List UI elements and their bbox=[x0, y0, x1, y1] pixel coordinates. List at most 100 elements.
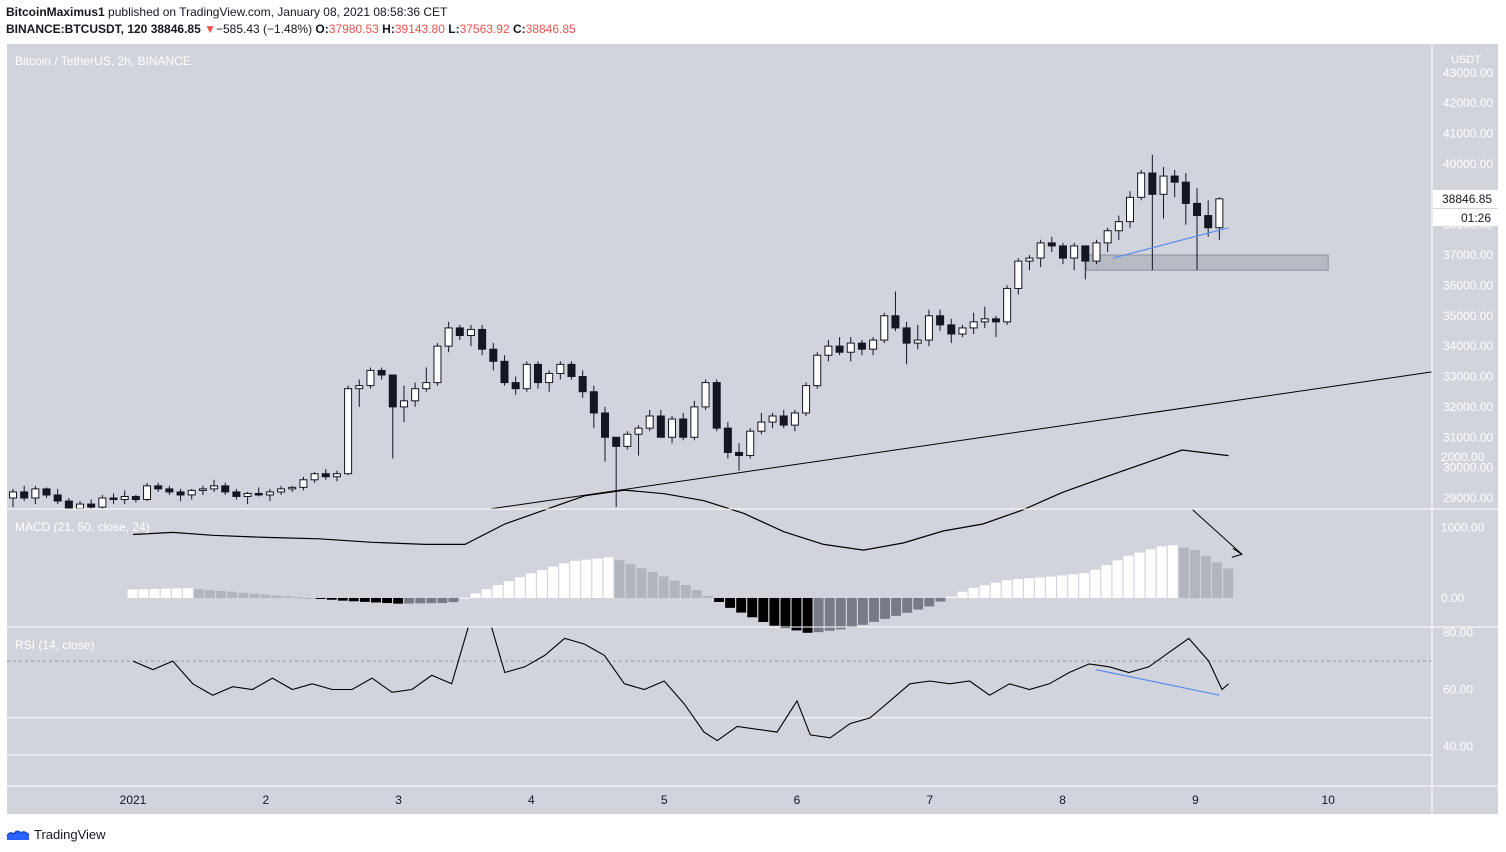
bearish-candle[interactable] bbox=[1047, 236, 1056, 253]
bearish-candle[interactable] bbox=[321, 469, 330, 480]
bearish-candle[interactable] bbox=[20, 485, 29, 502]
bearish-candle[interactable] bbox=[1148, 154, 1157, 271]
bullish-candle[interactable] bbox=[701, 379, 710, 410]
bearish-candle[interactable] bbox=[42, 487, 51, 498]
bullish-candle[interactable] bbox=[411, 382, 420, 407]
rsi-pane[interactable] bbox=[7, 604, 1432, 756]
bearish-candle[interactable] bbox=[53, 488, 62, 505]
bearish-candle[interactable] bbox=[388, 374, 397, 459]
tradingview-brand[interactable]: TradingView bbox=[6, 825, 106, 843]
bullish-candle[interactable] bbox=[422, 367, 431, 392]
bearish-candle[interactable] bbox=[902, 321, 911, 365]
bearish-candle[interactable] bbox=[533, 361, 542, 389]
bearish-candle[interactable] bbox=[712, 379, 721, 432]
price-plot[interactable] bbox=[9, 154, 1506, 513]
bullish-candle[interactable] bbox=[623, 431, 632, 450]
bullish-candle[interactable] bbox=[243, 491, 252, 505]
bullish-candle[interactable] bbox=[757, 412, 766, 435]
bullish-candle[interactable] bbox=[1215, 197, 1224, 240]
bearish-candle[interactable] bbox=[87, 499, 96, 511]
price-divergence-line[interactable] bbox=[1112, 227, 1229, 259]
bullish-candle[interactable] bbox=[1137, 170, 1146, 201]
bearish-candle[interactable] bbox=[578, 370, 587, 398]
bullish-candle[interactable] bbox=[768, 412, 777, 429]
bearish-candle[interactable] bbox=[779, 409, 788, 429]
bearish-candle[interactable] bbox=[221, 482, 230, 495]
bearish-candle[interactable] bbox=[679, 412, 688, 441]
bearish-candle[interactable] bbox=[1204, 200, 1213, 237]
macd-pane[interactable] bbox=[127, 449, 1244, 633]
bullish-candle[interactable] bbox=[1103, 227, 1112, 253]
bullish-candle[interactable] bbox=[690, 400, 699, 441]
bullish-candle[interactable] bbox=[1025, 255, 1034, 271]
bullish-candle[interactable] bbox=[265, 488, 274, 502]
bullish-candle[interactable] bbox=[9, 488, 17, 508]
bearish-candle[interactable] bbox=[1193, 188, 1202, 271]
bullish-candle[interactable] bbox=[869, 337, 878, 356]
bearish-candle[interactable] bbox=[511, 376, 520, 395]
bullish-candle[interactable] bbox=[355, 379, 364, 407]
bullish-candle[interactable] bbox=[1092, 239, 1101, 265]
bullish-candle[interactable] bbox=[1036, 239, 1045, 268]
bearish-candle[interactable] bbox=[478, 324, 487, 356]
bearish-candle[interactable] bbox=[1081, 245, 1090, 280]
bullish-candle[interactable] bbox=[98, 494, 107, 510]
bullish-candle[interactable] bbox=[143, 482, 152, 502]
bullish-candle[interactable] bbox=[522, 361, 531, 392]
bullish-candle[interactable] bbox=[980, 306, 989, 328]
bullish-candle[interactable] bbox=[1070, 242, 1079, 271]
bearish-candle[interactable] bbox=[656, 409, 665, 438]
bullish-candle[interactable] bbox=[556, 361, 565, 380]
bullish-candle[interactable] bbox=[344, 385, 353, 476]
bearish-candle[interactable] bbox=[154, 482, 163, 492]
bullish-candle[interactable] bbox=[1126, 191, 1134, 228]
bullish-candle[interactable] bbox=[824, 340, 833, 362]
bearish-candle[interactable] bbox=[1170, 170, 1179, 198]
bullish-candle[interactable] bbox=[645, 409, 654, 432]
bullish-candle[interactable] bbox=[545, 370, 554, 392]
macd-line[interactable] bbox=[132, 449, 1229, 551]
bullish-candle[interactable] bbox=[366, 367, 375, 389]
bearish-candle[interactable] bbox=[723, 422, 732, 459]
bullish-candle[interactable] bbox=[1114, 215, 1123, 240]
bullish-candle[interactable] bbox=[802, 382, 811, 417]
bullish-candle[interactable] bbox=[746, 428, 755, 459]
bearish-candle[interactable] bbox=[254, 487, 263, 497]
rsi-divergence-line[interactable] bbox=[1095, 669, 1220, 696]
bullish-candle[interactable] bbox=[668, 416, 677, 444]
bullish-candle[interactable] bbox=[210, 479, 219, 492]
bearish-candle[interactable] bbox=[489, 343, 498, 371]
bearish-candle[interactable] bbox=[1058, 242, 1067, 265]
bullish-candle[interactable] bbox=[880, 312, 889, 344]
bullish-candle[interactable] bbox=[31, 485, 40, 505]
bullish-candle[interactable] bbox=[433, 343, 442, 386]
price-pane[interactable] bbox=[9, 154, 1506, 513]
publisher-name[interactable]: BitcoinMaximus1 bbox=[6, 5, 105, 19]
bearish-candle[interactable] bbox=[455, 324, 464, 341]
bearish-candle[interactable] bbox=[377, 367, 386, 380]
bullish-candle[interactable] bbox=[332, 470, 341, 482]
bullish-candle[interactable] bbox=[634, 425, 643, 456]
bullish-candle[interactable] bbox=[1014, 258, 1023, 295]
bearish-candle[interactable] bbox=[601, 406, 610, 462]
bullish-candle[interactable] bbox=[310, 472, 319, 483]
macd-arrow[interactable] bbox=[1192, 509, 1243, 555]
bullish-candle[interactable] bbox=[846, 337, 855, 362]
bullish-candle[interactable] bbox=[277, 485, 286, 495]
bearish-candle[interactable] bbox=[891, 291, 900, 331]
bullish-candle[interactable] bbox=[1003, 285, 1012, 325]
bullish-candle[interactable] bbox=[913, 324, 922, 350]
bearish-candle[interactable] bbox=[1181, 173, 1190, 225]
rsi-plot[interactable] bbox=[132, 604, 1229, 742]
bullish-candle[interactable] bbox=[1159, 166, 1168, 219]
bullish-candle[interactable] bbox=[299, 476, 308, 491]
bearish-candle[interactable] bbox=[500, 355, 509, 386]
bearish-candle[interactable] bbox=[109, 493, 118, 505]
bearish-candle[interactable] bbox=[589, 385, 598, 429]
bullish-candle[interactable] bbox=[924, 309, 933, 347]
ascending-trendline[interactable] bbox=[465, 352, 1506, 512]
bullish-candle[interactable] bbox=[466, 324, 475, 347]
bullish-candle[interactable] bbox=[120, 490, 129, 505]
bearish-candle[interactable] bbox=[165, 485, 174, 495]
